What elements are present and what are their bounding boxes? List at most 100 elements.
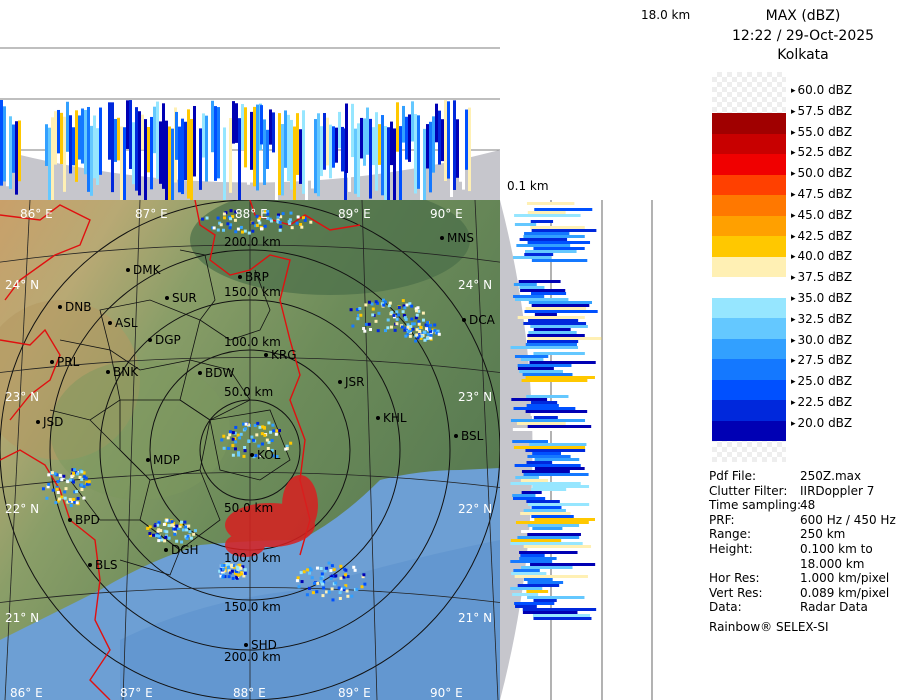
- longitude-label: 87° E: [135, 207, 168, 221]
- station-dot: [440, 236, 444, 240]
- longitude-label: 88° E: [233, 686, 266, 700]
- station-label: KRG: [271, 348, 297, 362]
- info-key: Vert Res:: [709, 585, 763, 600]
- station-dot: [338, 380, 342, 384]
- product-title: MAX (dBZ): [765, 8, 841, 24]
- legend-swatch: [712, 236, 786, 257]
- range-ring-label: 150.0 km: [224, 600, 281, 614]
- legend-swatch: [712, 277, 786, 298]
- info-key: Range:: [709, 527, 752, 542]
- station-label: JSD: [42, 415, 63, 429]
- legend-level-label: 22.5 dBZ: [791, 395, 853, 409]
- station-label: KHL: [383, 411, 407, 425]
- station-label: BLS: [95, 558, 118, 572]
- range-ring-label: 200.0 km: [224, 650, 281, 664]
- longitude-label: 88° E: [235, 207, 268, 221]
- legend-swatch: [712, 113, 786, 134]
- station-dot: [58, 305, 62, 309]
- info-key: Clutter Filter:: [709, 483, 788, 498]
- legend-swatch: [712, 256, 786, 277]
- station-dot: [165, 296, 169, 300]
- legend-level-label: 25.0 dBZ: [791, 374, 853, 388]
- station-dot: [376, 416, 380, 420]
- info-value: 1.000 km/pixel: [800, 571, 890, 586]
- longitude-label: 87° E: [120, 686, 153, 700]
- info-key: Data:: [709, 600, 742, 615]
- info-value: 0.089 km/pixel: [800, 585, 890, 600]
- legend-swatch: [712, 174, 786, 195]
- latitude-label: 22° N: [5, 502, 39, 516]
- station-label: BPD: [75, 513, 100, 527]
- legend-level-label: 32.5 dBZ: [791, 312, 853, 326]
- range-ring-label: 100.0 km: [224, 335, 281, 349]
- station-label: DGH: [171, 543, 199, 557]
- info-value: IIRDoppler 7: [800, 483, 875, 498]
- legend-panel: MAX (dBZ) 12:22 / 29-Oct-2025 Kolkata 60…: [700, 0, 906, 700]
- station-label: BSL: [461, 429, 484, 443]
- range-ring-label: 200.0 km: [224, 235, 281, 249]
- map-radar-echoes: [41, 209, 441, 602]
- longitude-label: 86° E: [10, 686, 43, 700]
- station-label: JSR: [344, 375, 365, 389]
- station-dot: [264, 353, 268, 357]
- legend-swatch: [712, 297, 786, 318]
- station-label: SHD: [251, 638, 277, 652]
- legend-level-label: 45.0 dBZ: [791, 208, 853, 222]
- station-dot: [148, 338, 152, 342]
- legend-color-bar: [712, 113, 786, 441]
- legend-level-label: 55.0 dBZ: [791, 125, 853, 139]
- station-dot: [250, 453, 254, 457]
- legend-level-label: 27.5 dBZ: [791, 353, 853, 367]
- station-dot: [244, 643, 248, 647]
- range-ring-label: 100.0 km: [224, 551, 281, 565]
- legend-level-label: 47.5 dBZ: [791, 187, 853, 201]
- station-name: Kolkata: [777, 47, 829, 63]
- info-key: Height:: [709, 542, 753, 556]
- legend-swatch: [712, 420, 786, 441]
- station-label: BRP: [245, 270, 269, 284]
- latitude-label: 23° N: [5, 390, 39, 404]
- right-profile-panel: [500, 200, 700, 700]
- legend-level-label: 50.0 dBZ: [791, 166, 853, 180]
- legend-swatch: [712, 379, 786, 400]
- latitude-label: 21° N: [5, 611, 39, 625]
- bottom-height-label: 0.1 km: [507, 179, 549, 193]
- legend-swatch: [712, 154, 786, 175]
- station-label: DCA: [469, 313, 496, 327]
- station-dot: [36, 420, 40, 424]
- station-dot: [108, 321, 112, 325]
- legend-level-label: 52.5 dBZ: [791, 145, 853, 159]
- legend-swatch: [712, 195, 786, 216]
- station-label: DMK: [133, 263, 162, 277]
- station-label: MNS: [447, 231, 474, 245]
- station-dot: [106, 370, 110, 374]
- legend-swatch: [712, 400, 786, 421]
- info-value: 250 km: [800, 527, 846, 542]
- range-ring-label: 150.0 km: [224, 285, 281, 299]
- legend-level-label: 37.5 dBZ: [791, 270, 853, 284]
- legend-swatch: [712, 133, 786, 154]
- info-key: Pdf File:: [709, 469, 757, 483]
- station-markers: MNS DMK BRP DNB SUR ASL DGP DCA KRG PRL BNK BDW JSR K…: [36, 231, 496, 652]
- info-value: 250Z.max: [800, 469, 862, 483]
- station-dot: [126, 268, 130, 272]
- longitude-label: 90° E: [430, 207, 463, 221]
- info-key: Time sampling:: [709, 498, 802, 513]
- radar-map-panels: MNS DMK BRP DNB SUR ASL DGP DCA KRG PRL BNK BDW JSR K…: [0, 47, 700, 700]
- legend-level-label: 35.0 dBZ: [791, 291, 853, 305]
- station-label: ASL: [115, 316, 138, 330]
- longitude-label: 89° E: [338, 207, 371, 221]
- footer-credit: Rainbow® SELEX-SI: [709, 620, 829, 634]
- longitude-label: 90° E: [430, 686, 463, 700]
- legend-level-label: 30.0 dBZ: [791, 333, 853, 347]
- station-dot: [198, 371, 202, 375]
- info-value: 0.100 km to: [800, 542, 873, 556]
- station-dot: [88, 563, 92, 567]
- station-dot: [462, 318, 466, 322]
- info-value: 600 Hz / 450 Hz: [800, 512, 896, 527]
- right-profile-echoes: [510, 202, 602, 620]
- latitude-label: 21° N: [458, 611, 492, 625]
- longitude-label: 89° E: [338, 686, 371, 700]
- station-dot: [146, 458, 150, 462]
